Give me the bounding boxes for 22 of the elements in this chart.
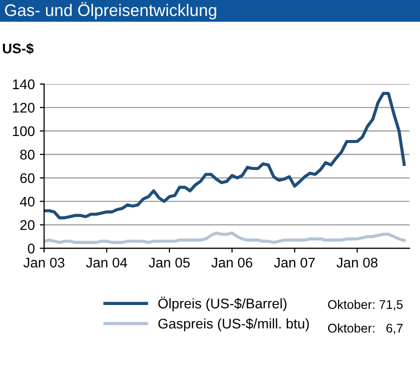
x-tick-label: Jan 04 <box>86 258 128 268</box>
legend-label: Gaspreis (US-$/mill. btu) <box>158 318 309 332</box>
x-tick-label: Jan 08 <box>336 258 378 268</box>
y-tick-label: 140 <box>12 79 35 90</box>
y-tick-label: 100 <box>12 126 35 136</box>
legend-label: Ölpreis (US-$/Barrel) <box>158 296 286 312</box>
chart-title: Gas- und Ölpreisentwicklung <box>5 2 216 20</box>
y-tick-label: 120 <box>12 102 35 113</box>
y-axis-title: US-$ <box>2 42 34 54</box>
y-tick-label: 20 <box>20 220 35 230</box>
line-series <box>44 232 406 244</box>
y-tick-label: 60 <box>20 173 35 184</box>
x-tick-label: Jan 05 <box>148 258 190 268</box>
x-tick-label: Jan 07 <box>274 258 315 268</box>
text: Oktober: 71,5 <box>328 300 403 310</box>
y-tick-label: 80 <box>20 150 35 160</box>
x-tick-label: Jan 03 <box>23 258 64 268</box>
y-tick-label: 0 <box>28 244 35 254</box>
x-tick-label: Jan 06 <box>211 258 252 268</box>
text: Oktober: 6,7 <box>328 323 403 334</box>
line-series <box>44 92 406 220</box>
y-tick-label: 40 <box>20 196 35 207</box>
